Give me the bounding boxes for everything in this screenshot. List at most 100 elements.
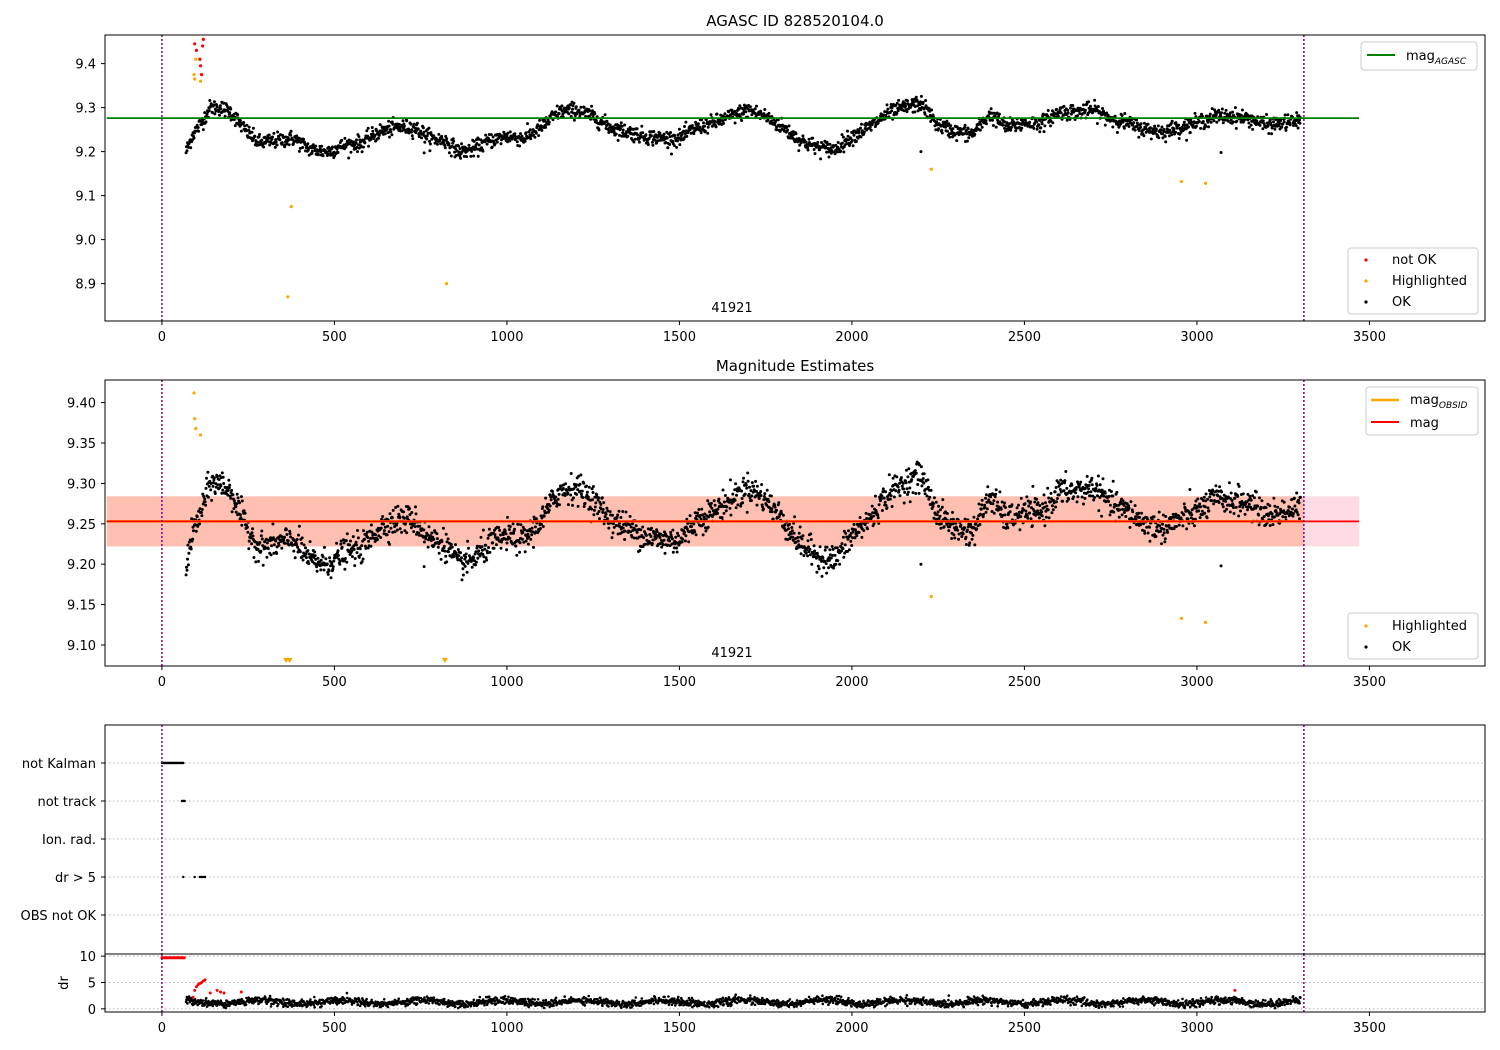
estimates-ok-point [742,476,745,480]
estimates-ok-point [324,557,328,561]
estimates-highlighted-point [929,594,933,599]
estimates-ok-point [339,542,343,546]
estimates-ok-point [907,467,911,471]
estimates-ok-point [1037,516,1041,520]
estimates-ok-point [911,491,915,495]
estimates-ok-point [203,497,207,501]
estimates-ok-point [1101,477,1105,481]
agasc-ok-point [1217,108,1221,112]
agasc-ok-point [1208,112,1212,116]
agasc-ok-point [978,128,982,132]
estimates-ok-point [941,498,945,502]
estimates-ok-point [1070,483,1074,487]
estimates-ok-point [329,576,333,580]
estimates-ok-point [1268,504,1272,508]
estimates-ok-point [996,500,1000,504]
estimates-ok-point [710,506,714,510]
estimates-ok-point [1057,493,1061,497]
agasc-ok-point [1187,125,1190,129]
agasc-ok-point [544,125,548,129]
estimates-ok-point [1076,495,1080,499]
estimates-ok-point [692,522,696,526]
legend-highlighted-marker [1364,279,1368,283]
estimates-ok-point [750,494,754,498]
agasc-ok-point [903,102,907,106]
estimates-ok-point [833,553,837,557]
estimates-highlighted-point [194,426,198,431]
agasc-ok-point [804,140,808,144]
estimates-ok-point [265,541,269,545]
estimates-ok-point [616,513,620,517]
estimates-ok-point [508,525,512,528]
estimates-ok-point [670,537,674,541]
estimates-ok-point [1163,537,1167,541]
estimates-ok-point [883,500,887,504]
estimates-ok-point [210,498,214,502]
agasc-axes-frame [104,34,1486,322]
estimates-ok-point [1030,524,1034,528]
estimates-ok-point [926,478,930,482]
estimates-ok-point [295,538,299,541]
agasc-ok-point [965,132,969,136]
agasc-ok-point [626,134,630,138]
estimates-ok-point [487,527,491,531]
estimates-ok-point [1206,497,1209,501]
agasc-ok-point [400,129,404,133]
estimates-ok-point [900,484,904,488]
estimates-ok-point [1162,531,1166,535]
agasc-ok-point [534,131,538,135]
estimates-ok-point [1117,515,1121,519]
estimates-ok-point [964,535,968,539]
estimates-ok-point [724,509,728,513]
estimates-ok-point [355,551,359,555]
estimates-ok-point [1181,524,1185,528]
estimates-ok-point [304,556,308,560]
estimates-ok-point [825,571,829,575]
estimates-ok-point [1185,527,1189,531]
estimates-ok-point [585,484,588,488]
estimates-ok-point [601,510,605,514]
estimates-ok-point [194,529,198,533]
agasc-ok-point [662,132,666,136]
estimates-ok-point [777,501,781,505]
agasc-ok-point [996,118,1000,122]
estimates-ok-point [1162,527,1166,531]
estimates-ok-point [1044,515,1048,519]
agasc-ok-point [223,114,227,118]
agasc-ok-point [1066,108,1070,112]
agasc-ok-point [213,112,217,116]
agasc-ok-point [862,130,866,134]
estimates-ok-point [787,527,790,531]
agasc-ok-point [401,119,405,123]
agasc-ok-point [272,131,276,135]
agasc-ok-point [274,140,278,144]
estimates-ok-point [914,492,918,495]
agasc-ok-point [786,128,790,132]
estimates-ok-point [505,548,509,552]
estimates-ok-point [827,566,830,570]
estimates-ok-point [723,494,727,497]
agasc-ok-point [841,135,845,139]
estimates-ok-point [1212,502,1216,506]
estimates-ok-point [735,493,738,497]
estimates-ok-point [316,556,320,560]
agasc-ok-point [1142,121,1146,125]
estimates-ok-point [436,545,440,549]
agasc-ok-point [467,143,471,147]
estimates-ok-point [725,505,729,509]
estimates-ok-point [744,483,748,487]
estimates-ok-point [222,482,226,485]
estimates-xtick-label-1: 500 [322,675,347,690]
estimates-ok-point [969,522,973,526]
estimates-ok-point [671,550,675,554]
estimates-ok-point [890,505,894,508]
estimates-ok-point [638,549,642,552]
agasc-ok-point [410,134,414,138]
agasc-ok-point [1265,113,1268,116]
estimates-ok-point [345,560,349,564]
agasc-ok-point [899,106,903,110]
agasc-ok-point [1295,111,1299,115]
agasc-ok-point [652,130,656,133]
estimates-ok-point [1017,503,1020,507]
